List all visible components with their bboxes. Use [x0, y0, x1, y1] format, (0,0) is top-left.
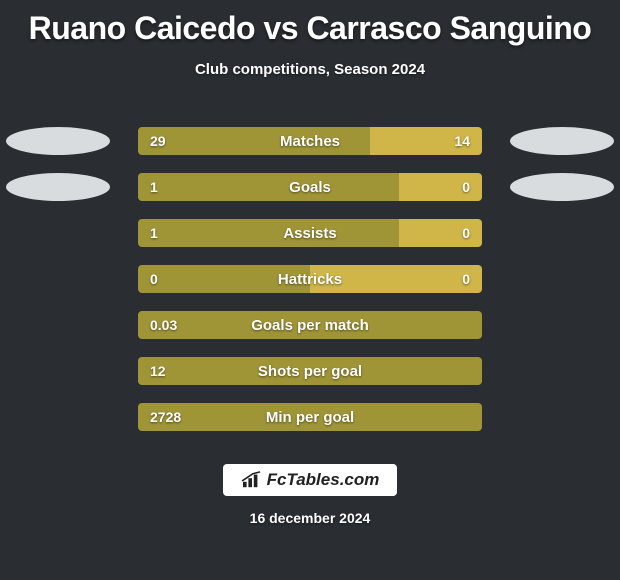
- stat-row: 1 0 Assists: [0, 210, 620, 256]
- stat-label: Min per goal: [266, 409, 354, 426]
- stat-label: Goals per match: [251, 317, 369, 334]
- stat-bar-pair: 0 0 Hattricks: [138, 265, 482, 293]
- chart-icon: [241, 471, 263, 489]
- stat-value-right: 0: [462, 225, 470, 241]
- stat-bar-pair: 1 0 Goals: [138, 173, 482, 201]
- stat-bar-left: 1: [138, 219, 399, 247]
- stat-label: Shots per goal: [258, 363, 362, 380]
- stat-row: 0 0 Hattricks: [0, 256, 620, 302]
- branding-box[interactable]: FcTables.com: [223, 464, 398, 496]
- stat-label: Assists: [283, 225, 336, 242]
- stat-value-left: 12: [150, 363, 166, 379]
- stat-row: 12 Shots per goal: [0, 348, 620, 394]
- stat-value-left: 0: [150, 271, 158, 287]
- stat-value-right: 0: [462, 179, 470, 195]
- stat-bar-right: 0: [399, 173, 482, 201]
- stat-value-left: 1: [150, 179, 158, 195]
- stat-bar-left: 1: [138, 173, 399, 201]
- stat-bar-single: 0.03 Goals per match: [138, 311, 482, 339]
- stat-label: Matches: [280, 133, 340, 150]
- stat-label: Goals: [289, 179, 331, 196]
- stat-bar-pair: 1 0 Assists: [138, 219, 482, 247]
- stat-value-left: 29: [150, 133, 166, 149]
- stat-value-right: 0: [462, 271, 470, 287]
- stat-value-left: 2728: [150, 409, 181, 425]
- branding: FcTables.com: [0, 464, 620, 496]
- player-marker-right: [510, 127, 614, 155]
- comparison-subtitle: Club competitions, Season 2024: [0, 61, 620, 78]
- stat-row: 1 0 Goals: [0, 164, 620, 210]
- stat-row: 2728 Min per goal: [0, 394, 620, 440]
- comparison-title: Ruano Caicedo vs Carrasco Sanguino: [0, 0, 620, 47]
- stats-chart: 29 14 Matches 1 0 Goals 1 0 Assists 0 0 Hattricks 0…: [0, 118, 620, 440]
- stat-value-left: 1: [150, 225, 158, 241]
- date-label: 16 december 2024: [0, 510, 620, 526]
- player-marker-right: [510, 173, 614, 201]
- stat-value-left: 0.03: [150, 317, 177, 333]
- stat-bar-pair: 29 14 Matches: [138, 127, 482, 155]
- stat-label: Hattricks: [278, 271, 342, 288]
- stat-bar-single: 12 Shots per goal: [138, 357, 482, 385]
- player-marker-left: [6, 127, 110, 155]
- stat-bar-right: 14: [370, 127, 482, 155]
- player-marker-left: [6, 173, 110, 201]
- stat-value-right: 14: [454, 133, 470, 149]
- stat-row: 29 14 Matches: [0, 118, 620, 164]
- branding-label: FcTables.com: [267, 470, 380, 490]
- stat-row: 0.03 Goals per match: [0, 302, 620, 348]
- stat-bar-single: 2728 Min per goal: [138, 403, 482, 431]
- stat-bar-right: 0: [399, 219, 482, 247]
